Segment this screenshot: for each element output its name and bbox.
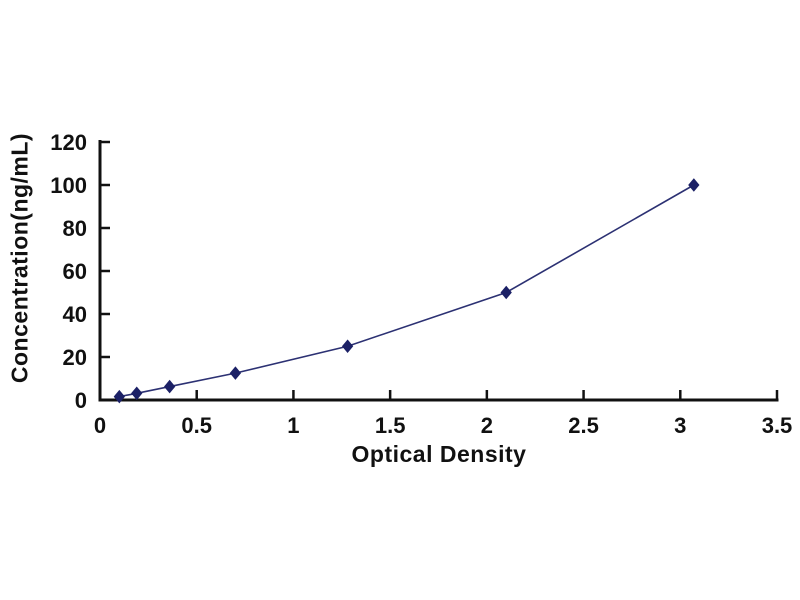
x-tick-label: 2.5 [568,413,599,438]
y-axis-title: Concentration(ng/mL) [6,132,33,384]
x-axis-title: Optical Density [351,441,527,467]
y-tick-label: 80 [63,216,87,241]
x-tick-label: 0 [94,413,106,438]
data-point-marker [688,178,700,192]
standard-curve-line [119,184,695,398]
x-tick-label: 1 [287,413,299,438]
y-tick-label: 60 [63,259,87,284]
x-tick-label: 3.5 [762,413,793,438]
x-tick-label: 2 [481,413,493,438]
y-tick-label: 20 [63,345,87,370]
y-tick-label: 100 [50,173,87,198]
data-point-marker [500,285,512,300]
data-point-marker [131,386,143,401]
y-tick-label: 0 [75,388,87,413]
data-point-marker [163,379,176,394]
x-tick-label: 0.5 [181,413,212,438]
x-tick-label: 3 [674,413,686,438]
data-point-marker [229,366,242,380]
data-point-marker [113,389,125,404]
y-tick-label: 120 [50,130,87,155]
data-point-marker [341,339,354,354]
x-tick-label: 1.5 [375,413,406,438]
y-tick-label: 40 [63,302,87,327]
